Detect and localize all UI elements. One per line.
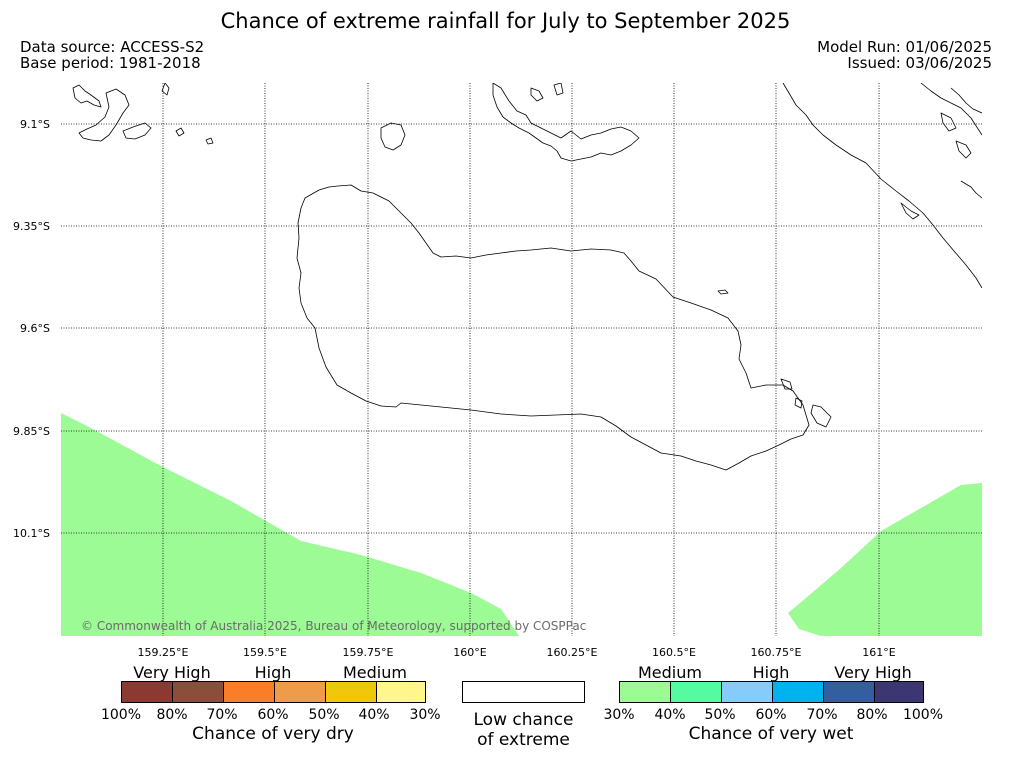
wet-tick-label: 50% [704,707,736,723]
dry-tick-label: 100% [100,707,142,723]
dry-swatch [223,682,274,702]
wet-category-label: Medium [638,663,702,682]
lon-label: 160.5°E [652,646,696,659]
island-russell-c [122,122,152,140]
meta-left: Data source: ACCESS-S2 Base period: 1981… [20,39,204,71]
issued-date: Issued: 03/06/2025 [847,54,992,72]
dry-tick-label: 80% [156,707,188,723]
copyright-notice: © Commonwealth of Australia 2025, Bureau… [81,619,587,633]
coastlines [72,83,982,471]
wet-category-label: High [752,663,790,682]
low-chance-label: Low chance of extreme [452,710,595,750]
dry-legend-title: Chance of very dry [192,724,354,744]
wet-tick-label: 60% [755,707,787,723]
graticule [61,83,982,636]
dry-category-label: Very High [133,663,211,682]
lat-label: 9.6°S [20,322,50,335]
lat-label: 9.1°S [20,118,50,131]
dry-tick-label: 40% [358,707,390,723]
dry-tick-label: 60% [257,707,289,723]
wet-tick-label: 70% [806,707,838,723]
wet-swatch [823,682,874,702]
wet-tick-label: 100% [902,707,944,723]
lon-label: 160.75°E [750,646,802,659]
lon-label: 160°E [453,646,487,659]
model-run: Model Run: 01/06/2025 [817,38,992,56]
dry-swatch [274,682,325,702]
lat-label: 9.35°S [13,220,50,233]
lon-label: 161°E [862,646,896,659]
dry-category-label: High [254,663,292,682]
dry-swatch [122,682,172,702]
dry-category-label: Medium [343,663,407,682]
map-panel [61,83,982,636]
wet-swatch [670,682,721,702]
wet-medium-region-sw [61,413,519,636]
dry-swatch [172,682,223,702]
island-guadalcanal [296,184,810,471]
dry-tick-label: 30% [409,707,441,723]
wet-medium-region-se [788,483,982,636]
lat-label: 10.1°S [13,527,50,540]
wet-swatch [874,682,923,702]
wet-tick-label: 30% [603,707,635,723]
lon-label: 159.5°E [243,646,287,659]
dry-swatch [325,682,376,702]
lon-label: 159.75°E [342,646,394,659]
wet-colorbar [619,681,924,703]
low-chance-swatch [462,681,585,703]
island-savo [380,122,406,151]
low-chance-line2: of extreme [477,730,570,750]
wet-swatch [772,682,823,702]
data-source: Data source: ACCESS-S2 [20,38,205,56]
wet-swatch [721,682,772,702]
meta-right: Model Run: 01/06/2025 Issued: 03/06/2025 [817,39,992,71]
wet-legend-title: Chance of very wet [688,724,854,744]
lon-label: 159.25°E [137,646,189,659]
base-period: Base period: 1981-2018 [20,54,201,72]
island-russell-b [78,88,130,142]
lon-label: 160.25°E [546,646,598,659]
low-chance-line1: Low chance [473,710,574,730]
lat-label: 9.85°S [13,425,50,438]
page-title: Chance of extreme rainfall for July to S… [220,9,791,33]
dry-colorbar [121,681,426,703]
wet-category-label: Very High [834,663,912,682]
island-russell-a [72,84,102,108]
dry-swatch [376,682,425,702]
dry-tick-label: 50% [308,707,340,723]
wet-tick-label: 80% [856,707,888,723]
dry-tick-label: 70% [206,707,238,723]
wet-swatch [620,682,670,702]
wet-tick-label: 40% [654,707,686,723]
island-malaita [782,83,982,289]
island-florida [492,83,640,162]
